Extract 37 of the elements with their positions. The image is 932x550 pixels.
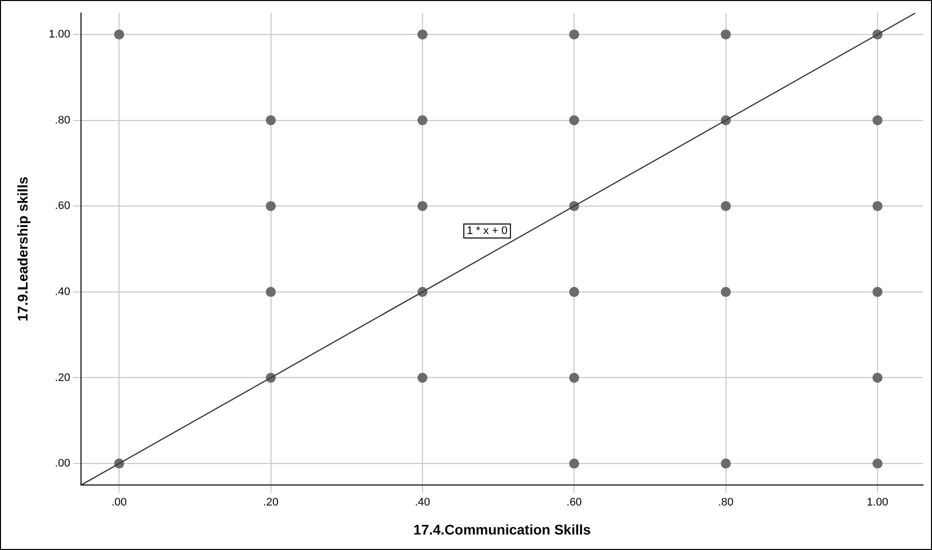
point — [114, 29, 124, 40]
point — [720, 458, 731, 469]
point — [417, 115, 428, 126]
point — [720, 201, 731, 212]
annotation: 1 * x + 0 — [466, 225, 508, 238]
point — [569, 115, 580, 126]
y-tick-label: .60 — [54, 200, 70, 212]
point — [417, 372, 428, 383]
x-tick-label: .60 — [566, 496, 582, 509]
point — [872, 115, 882, 126]
x-tick-label: .20 — [263, 496, 278, 509]
point — [569, 29, 580, 40]
y-tick-label: 1.00 — [48, 28, 70, 40]
point — [417, 201, 428, 212]
point — [872, 201, 882, 212]
y-tick-label: .80 — [54, 114, 70, 126]
point — [872, 286, 882, 297]
point — [872, 458, 882, 469]
point — [569, 372, 580, 383]
point — [569, 286, 580, 297]
point — [266, 115, 276, 126]
y-tick-label: .00 — [54, 458, 70, 470]
x-tick-label: .00 — [111, 496, 127, 509]
point — [569, 458, 580, 469]
y-tick-label: .20 — [54, 372, 70, 384]
x-tick-label: .40 — [414, 496, 430, 509]
point — [266, 201, 276, 212]
y-axis-title: 17.9.Leadership skills — [14, 176, 30, 322]
point — [720, 286, 731, 297]
x-tick-label: 1.00 — [866, 496, 888, 509]
point — [266, 286, 276, 297]
y-tick-label: .40 — [54, 286, 70, 298]
point — [720, 29, 731, 40]
point — [872, 372, 882, 383]
x-axis-title: 17.4.Communication Skills — [413, 521, 592, 538]
x-tick-label: .80 — [718, 496, 734, 509]
point — [417, 29, 428, 40]
